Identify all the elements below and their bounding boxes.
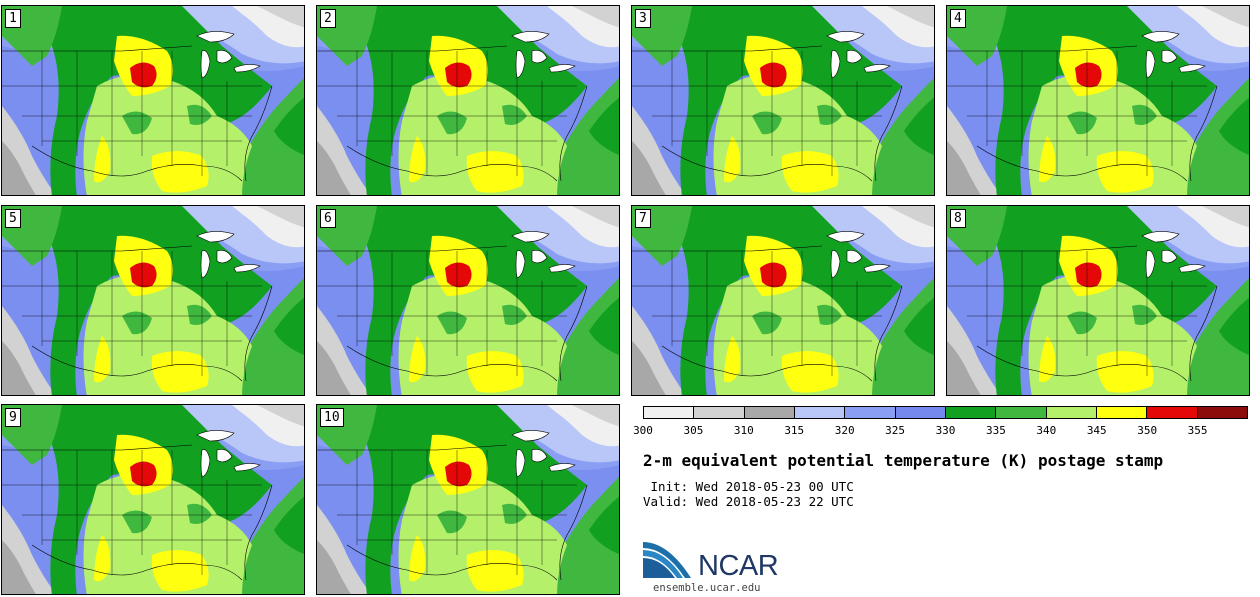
colorbar-segment	[694, 407, 745, 418]
map-image	[317, 405, 619, 594]
colorbar-segment	[794, 407, 846, 418]
colorbar-segment	[744, 407, 795, 418]
colorbar-segment	[1096, 407, 1148, 418]
map-panel: 3	[631, 5, 935, 196]
colorbar-tick-label: 305	[683, 424, 704, 437]
colorbar-segment	[1046, 407, 1097, 418]
colorbar-tick-label: 325	[885, 424, 906, 437]
colorbar-segment	[895, 407, 946, 418]
colorbar	[643, 406, 1248, 419]
map-image	[947, 6, 1249, 195]
figure-title: 2-m equivalent potential temperature (K)…	[643, 451, 1164, 470]
map-image	[632, 6, 934, 195]
colorbar-tick-label: 345	[1086, 424, 1107, 437]
map-image	[632, 206, 934, 395]
map-panel: 1	[1, 5, 305, 196]
colorbar-tick-label: 330	[935, 424, 956, 437]
panel-number: 9	[5, 408, 21, 427]
colorbar-tick-label: 320	[834, 424, 855, 437]
colorbar-segment	[945, 407, 997, 418]
panel-number: 1	[5, 9, 21, 28]
colorbar-segment	[996, 407, 1047, 418]
ncar-logo-icon	[643, 542, 691, 578]
colorbar-tick-label: 340	[1036, 424, 1057, 437]
init-time: Init: Wed 2018-05-23 00 UTC	[643, 479, 854, 494]
colorbar-tick-label: 355	[1187, 424, 1208, 437]
map-panel: 5	[1, 205, 305, 396]
colorbar-segment	[644, 407, 695, 418]
colorbar-tick-label: 310	[733, 424, 754, 437]
map-panel: 9	[1, 404, 305, 595]
colorbar-tick-label: 335	[985, 424, 1006, 437]
colorbar-segment	[1197, 407, 1247, 418]
panel-number: 7	[635, 209, 651, 228]
panel-number: 3	[635, 9, 651, 28]
colorbar-tick-label: 350	[1137, 424, 1158, 437]
map-panel: 8	[946, 205, 1250, 396]
map-panel: 7	[631, 205, 935, 396]
colorbar-segment	[1147, 407, 1198, 418]
map-image	[317, 6, 619, 195]
map-image	[2, 206, 304, 395]
map-panel: 4	[946, 5, 1250, 196]
logo-url: ensemble.ucar.edu	[653, 582, 761, 594]
panel-number: 2	[320, 9, 336, 28]
panel-number: 8	[950, 209, 966, 228]
colorbar-segment	[845, 407, 896, 418]
panel-number: 6	[320, 209, 336, 228]
valid-time: Valid: Wed 2018-05-23 22 UTC	[643, 494, 854, 509]
map-image	[2, 6, 304, 195]
colorbar-tick-label: 315	[784, 424, 805, 437]
panel-number: 5	[5, 209, 21, 228]
logo-name: NCAR	[698, 550, 779, 582]
map-panel: 2	[316, 5, 620, 196]
panel-number: 4	[950, 9, 966, 28]
map-image	[2, 405, 304, 594]
map-panel: 6	[316, 205, 620, 396]
map-panel: 10	[316, 404, 620, 595]
map-image	[947, 206, 1249, 395]
panel-number: 10	[320, 408, 344, 427]
map-image	[317, 206, 619, 395]
colorbar-tick-label: 300	[633, 424, 653, 437]
